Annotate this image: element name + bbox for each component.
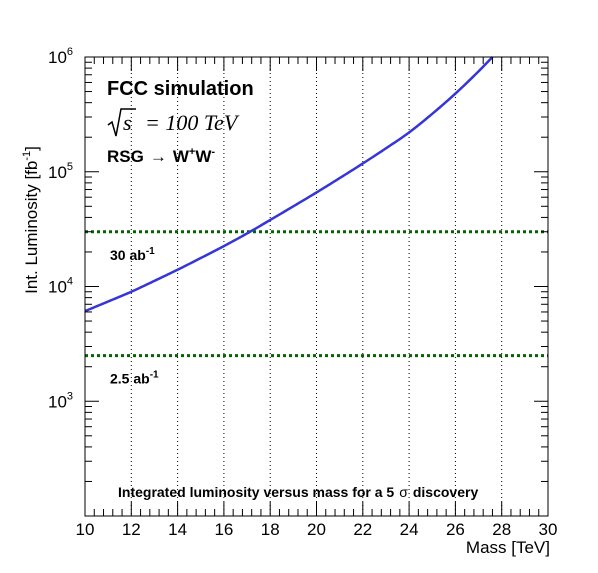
- y-tick-label: 104: [48, 276, 73, 297]
- y-tick-label-exp: 6: [67, 46, 73, 58]
- process-w-plus: +: [189, 146, 195, 158]
- y-tick-label-exp: 3: [67, 390, 73, 402]
- x-tick-label: 16: [214, 520, 233, 539]
- x-tick-label: 30: [539, 520, 558, 539]
- series-layer: [84, 56, 494, 313]
- annotation-fcc-simulation: FCC simulation: [107, 78, 254, 100]
- x-axis-title: Mass [TeV]: [466, 538, 550, 557]
- x-tick-label: 22: [353, 520, 372, 539]
- y-tick-label-exp: 4: [67, 276, 73, 288]
- process-rsg: RSG: [107, 147, 144, 166]
- bottom-text-b: discovery: [413, 484, 479, 500]
- x-tick-label: 26: [446, 520, 465, 539]
- reference-line-label: 30 ab-1: [110, 246, 155, 263]
- y-axis-title: Int. Luminosity [fb-1]: [21, 146, 41, 294]
- x-tick-label: 20: [307, 520, 326, 539]
- annotation-energy: s = 100 TeV: [107, 108, 240, 137]
- reference-line-label-main: 30 ab: [110, 247, 146, 263]
- reference-line-labels: 30 ab-12.5 ab-1: [110, 246, 159, 387]
- x-tick-label: 14: [168, 520, 187, 539]
- reference-line-label-exp: -1: [150, 370, 159, 381]
- process-w1: W: [173, 147, 190, 166]
- annotation-process: RSG → W+W-: [107, 146, 215, 166]
- reference-lines: [85, 230, 548, 358]
- y-tick-label: 103: [48, 390, 73, 411]
- y-axis-title-exp: -1: [21, 151, 33, 161]
- bottom-text-a: Integrated luminosity versus mass for a …: [118, 484, 394, 500]
- y-tick-label-base: 10: [48, 163, 67, 182]
- process-arrow: →: [150, 147, 167, 166]
- y-tick-label-base: 10: [48, 48, 67, 67]
- x-tick-label: 10: [76, 520, 95, 539]
- x-tick-label: 12: [122, 520, 141, 539]
- y-axis-title-close: ]: [22, 146, 41, 151]
- y-tick-label-base: 10: [48, 392, 67, 411]
- annotation-sqrt-s: s: [123, 110, 132, 135]
- annotation-bottom: Integrated luminosity versus mass for a …: [118, 484, 478, 500]
- reference-line-label-exp: -1: [146, 246, 155, 257]
- reference-line-label-main: 2.5 ab: [110, 371, 150, 387]
- y-tick-label: 106: [48, 46, 73, 67]
- sqrt-symbol: [107, 108, 136, 137]
- y-axis-title-main: Int. Luminosity [fb: [22, 161, 41, 294]
- y-tick-label: 105: [48, 161, 73, 182]
- process-w-minus: -: [211, 146, 215, 158]
- annotation-energy-value: = 100 TeV: [145, 110, 240, 135]
- y-tick-label-exp: 5: [67, 161, 73, 173]
- axis-ticks: [84, 56, 549, 517]
- series-line: [84, 56, 494, 313]
- bottom-sigma: σ: [399, 484, 408, 500]
- x-tick-label: 24: [400, 520, 419, 539]
- x-tick-label: 28: [492, 520, 511, 539]
- process-w2: W: [195, 147, 212, 166]
- x-tick-labels: 10 12 14 16 18 20 22 24 26 28 30: [76, 520, 558, 539]
- y-tick-label-base: 10: [48, 278, 67, 297]
- reference-line-label: 2.5 ab-1: [110, 370, 159, 387]
- x-tick-label: 18: [261, 520, 280, 539]
